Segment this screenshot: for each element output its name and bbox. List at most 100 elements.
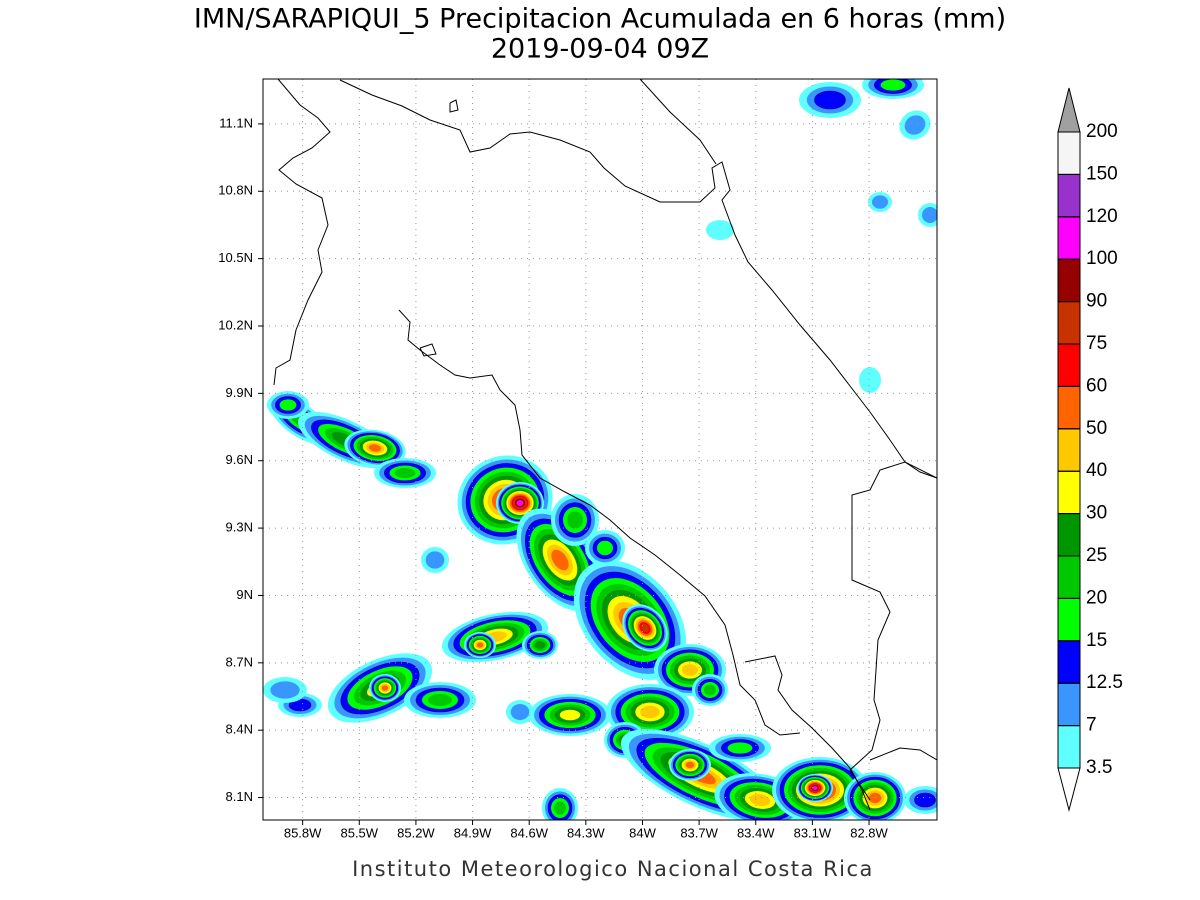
credit: Instituto Meteorologico Nacional Costa R…	[352, 857, 874, 881]
precip-contour	[279, 399, 297, 411]
colorbar-label: 12.5	[1086, 672, 1123, 693]
colorbar-box	[1057, 640, 1081, 684]
precip-contour	[706, 220, 734, 240]
colorbar-label: 90	[1086, 291, 1107, 312]
y-tick-label: 8.4N	[226, 722, 253, 737]
precip-contour	[551, 549, 569, 571]
precip-contour	[814, 90, 846, 110]
precipitation-field	[263, 79, 937, 820]
x-tick-label: 85.5W	[340, 825, 378, 840]
colorbar-label: 20	[1086, 587, 1107, 608]
precip-contour	[727, 742, 753, 754]
x-tick-label: 85.8W	[284, 825, 322, 840]
precip-contour	[534, 641, 546, 649]
map-subtitle: 2019-09-04 09Z	[491, 34, 709, 65]
colorbar-label: 60	[1086, 375, 1107, 396]
precip-contour	[704, 684, 716, 696]
colorbar-under	[1057, 767, 1081, 812]
colorbar-label: 75	[1086, 333, 1107, 354]
precip-contour	[749, 794, 771, 806]
precip-contour	[567, 511, 583, 529]
colorbar: 3.5 7 12.5 15 20 25 30 40 50 60 75 90 100 120 150 200	[1057, 87, 1123, 812]
coastlines	[273, 79, 937, 811]
colorbar-label: 30	[1086, 503, 1107, 524]
colorbar-box	[1057, 131, 1081, 175]
precip-contour	[394, 468, 416, 478]
colorbar-box	[1057, 173, 1081, 218]
colorbar-label: 25	[1086, 545, 1107, 566]
colorbar-label: 15	[1086, 630, 1107, 651]
colorbar-label: 7	[1086, 715, 1097, 736]
y-tick-label: 11.1N	[219, 115, 253, 130]
colorbar-label: 100	[1086, 248, 1118, 269]
plot-frame	[262, 78, 938, 821]
precip-contour	[270, 681, 300, 699]
x-tick-label: 85.2W	[397, 825, 435, 840]
y-tick-label: 9.9N	[226, 385, 253, 400]
colorbar-box	[1057, 470, 1081, 515]
x-tick-label: 84.3W	[567, 825, 605, 840]
colorbar-box	[1057, 555, 1081, 599]
coastline	[849, 461, 937, 801]
precip-contour	[597, 540, 613, 556]
x-tick-label: 84W	[629, 825, 656, 840]
colorbar-label: 3.5	[1086, 757, 1112, 778]
precip-contour	[554, 801, 566, 815]
colorbar-box	[1057, 682, 1081, 727]
precip-contour	[880, 79, 906, 91]
colorbar-label: 120	[1086, 206, 1118, 227]
precip-contour	[685, 761, 695, 769]
colorbar-label: 150	[1086, 163, 1118, 184]
coastline	[398, 309, 801, 736]
precip-contour	[872, 195, 888, 209]
x-tick-label: 84.6W	[510, 825, 548, 840]
colorbar-box	[1057, 513, 1081, 557]
x-tick-label: 84.9W	[454, 825, 492, 840]
colorbar-box	[1057, 385, 1081, 430]
precip-contour	[904, 115, 926, 135]
map-title: IMN/SARAPIQUI_5 Precipitacion Acumulada …	[194, 4, 1006, 35]
coastline	[419, 343, 437, 357]
precip-contour	[641, 624, 649, 632]
grid	[258, 79, 937, 825]
coastline	[449, 99, 459, 113]
precip-contour	[914, 792, 936, 808]
y-tick-label: 10.2N	[218, 317, 253, 332]
x-tick-label: 83.1W	[794, 825, 832, 840]
y-tick-label: 10.8N	[218, 183, 253, 198]
colorbar-label: 40	[1086, 460, 1107, 481]
colorbar-box	[1057, 301, 1081, 345]
coastline	[639, 79, 717, 165]
y-tick-label: 9N	[236, 587, 253, 602]
precip-contour	[425, 551, 445, 569]
precip-contour	[812, 786, 818, 790]
precip-contour	[381, 685, 389, 691]
precip-contour	[510, 704, 530, 720]
y-tick-label: 10.5N	[218, 250, 253, 265]
colorbar-box	[1057, 725, 1081, 769]
x-tick-label: 83.4W	[737, 825, 775, 840]
precip-contour	[640, 705, 660, 719]
precip-contour	[559, 709, 581, 721]
precip-contour	[682, 664, 698, 676]
colorbar-over	[1057, 87, 1081, 133]
colorbar-label: 50	[1086, 418, 1107, 439]
precip-contour	[428, 694, 452, 706]
y-tick-label: 9.3N	[226, 520, 253, 535]
precip-contour	[516, 500, 524, 506]
y-tick-label: 9.6N	[226, 452, 253, 467]
colorbar-box	[1057, 258, 1081, 303]
x-tick-label: 82.8W	[850, 825, 888, 840]
coastline	[339, 79, 937, 479]
coastline	[273, 79, 331, 386]
precip-contour	[476, 642, 484, 648]
y-tick-label: 8.1N	[226, 789, 253, 804]
colorbar-box	[1057, 216, 1081, 260]
coastline	[869, 747, 937, 761]
precip-contour	[859, 367, 881, 393]
precip-contour	[922, 207, 937, 223]
colorbar-box	[1057, 343, 1081, 387]
x-tick-label: 83.7W	[680, 825, 718, 840]
colorbar-box	[1057, 597, 1081, 642]
